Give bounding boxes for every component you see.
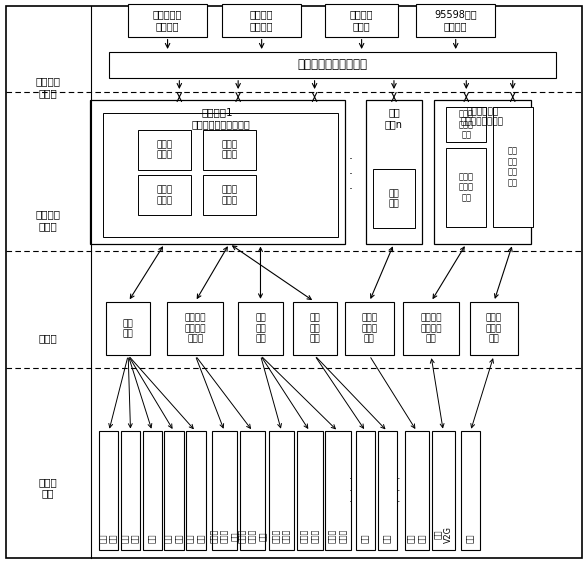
FancyBboxPatch shape: [269, 431, 294, 550]
FancyBboxPatch shape: [493, 107, 533, 227]
Text: 虚拟智能楼宇
（社区公共设施）: 虚拟智能楼宇 （社区公共设施）: [460, 107, 504, 126]
Text: 电动
汽车: 电动 汽车: [165, 534, 183, 543]
Text: 家居能
量管理: 家居能 量管理: [221, 140, 238, 160]
FancyBboxPatch shape: [446, 148, 486, 227]
FancyBboxPatch shape: [345, 302, 394, 355]
Text: 社区能量
管理层: 社区能量 管理层: [36, 77, 61, 98]
FancyBboxPatch shape: [109, 52, 556, 78]
Text: 电能质
量治理
装置: 电能质 量治理 装置: [238, 529, 268, 543]
Text: 空调监
控终端: 空调监 控终端: [272, 529, 291, 543]
Text: 电动汽
车能量
管理: 电动汽 车能量 管理: [459, 110, 474, 139]
Text: 风力
发电: 风力 发电: [121, 534, 140, 543]
Text: 社区照
明控制
系统: 社区照 明控制 系统: [486, 314, 502, 343]
Text: 社区综合能量管理系统: 社区综合能量管理系统: [297, 58, 368, 72]
Text: 燃气公司
抄表系统: 燃气公司 抄表系统: [250, 10, 273, 31]
FancyBboxPatch shape: [366, 100, 422, 244]
Text: ·
·
·: · · ·: [349, 474, 353, 507]
FancyBboxPatch shape: [121, 431, 140, 550]
Text: 配电自动
化系统: 配电自动 化系统: [350, 10, 373, 31]
Text: 电能质量
监测与治
理系统: 电能质量 监测与治 理系统: [185, 314, 206, 343]
Text: 智能
楼宇n: 智能 楼宇n: [385, 107, 403, 129]
Text: 楼宇
中控
系统: 楼宇 中控 系统: [255, 314, 266, 343]
Text: 智能
家居
系统: 智能 家居 系统: [309, 314, 320, 343]
Text: 监控层: 监控层: [39, 333, 58, 343]
Text: 楼宇能
量管理: 楼宇能 量管理: [156, 140, 173, 160]
Text: 社区
照明
能量
管理: 社区 照明 能量 管理: [507, 147, 518, 187]
Text: 智能楼宇综合能量管理: 智能楼宇综合能量管理: [191, 119, 250, 129]
FancyBboxPatch shape: [164, 431, 183, 550]
FancyBboxPatch shape: [325, 431, 350, 550]
Text: 95598客户
服务系统: 95598客户 服务系统: [435, 10, 477, 31]
FancyBboxPatch shape: [239, 302, 283, 355]
FancyBboxPatch shape: [138, 130, 191, 170]
FancyBboxPatch shape: [212, 431, 237, 550]
FancyBboxPatch shape: [103, 113, 338, 237]
Text: 自来水公司
抄表系统: 自来水公司 抄表系统: [153, 10, 182, 31]
Text: 社区
V2G: 社区 V2G: [434, 526, 453, 543]
Text: 微网
系统: 微网 系统: [123, 319, 133, 338]
Text: 照明: 照明: [466, 534, 475, 543]
FancyBboxPatch shape: [203, 130, 256, 170]
Text: ·
·
·: · · ·: [397, 474, 400, 507]
FancyBboxPatch shape: [461, 431, 480, 550]
Text: ·
·
·: · · ·: [349, 153, 353, 196]
Text: 社区
储能: 社区 储能: [407, 534, 426, 543]
FancyBboxPatch shape: [373, 169, 415, 228]
Text: 电能质
量管理: 电能质 量管理: [221, 186, 238, 205]
FancyBboxPatch shape: [446, 107, 486, 142]
Text: 照明监
控终端: 照明监 控终端: [300, 529, 319, 543]
FancyBboxPatch shape: [298, 431, 323, 550]
FancyBboxPatch shape: [89, 100, 345, 244]
FancyBboxPatch shape: [325, 4, 399, 37]
Text: 照明: 照明: [383, 534, 392, 543]
FancyBboxPatch shape: [99, 431, 118, 550]
FancyBboxPatch shape: [403, 302, 459, 355]
FancyBboxPatch shape: [186, 431, 206, 550]
FancyBboxPatch shape: [433, 100, 530, 244]
Text: 智能楼宇1: 智能楼宇1: [202, 107, 233, 117]
Text: 能量
管理: 能量 管理: [389, 189, 399, 209]
Text: 社区电动
汽车监控
系统: 社区电动 汽车监控 系统: [420, 314, 442, 343]
Text: 燃料
电池: 燃料 电池: [186, 534, 205, 543]
Text: 微网能
量管理: 微网能 量管理: [156, 186, 173, 205]
Text: 空调: 空调: [361, 534, 370, 543]
Text: 电梯监
控终端: 电梯监 控终端: [329, 529, 348, 543]
FancyBboxPatch shape: [222, 4, 301, 37]
FancyBboxPatch shape: [138, 175, 191, 215]
FancyBboxPatch shape: [240, 431, 265, 550]
Text: 社区储
能能量
管理: 社区储 能能量 管理: [459, 173, 474, 202]
FancyBboxPatch shape: [377, 431, 397, 550]
FancyBboxPatch shape: [416, 4, 495, 37]
FancyBboxPatch shape: [128, 4, 207, 37]
FancyBboxPatch shape: [203, 175, 256, 215]
FancyBboxPatch shape: [432, 431, 455, 550]
Text: 光伏
发电: 光伏 发电: [99, 534, 118, 543]
FancyBboxPatch shape: [469, 302, 519, 355]
FancyBboxPatch shape: [6, 6, 582, 558]
FancyBboxPatch shape: [106, 302, 151, 355]
Text: 楼宇能量
管理层: 楼宇能量 管理层: [36, 209, 61, 231]
FancyBboxPatch shape: [356, 431, 376, 550]
Text: 终端设
备层: 终端设 备层: [39, 477, 58, 499]
Text: 储能: 储能: [148, 534, 157, 543]
FancyBboxPatch shape: [405, 431, 429, 550]
Text: 社区储
能监控
系统: 社区储 能监控 系统: [361, 314, 377, 343]
FancyBboxPatch shape: [168, 302, 223, 355]
FancyBboxPatch shape: [293, 302, 336, 355]
Text: 电能质
量监测
装置: 电能质 量监测 装置: [210, 529, 239, 543]
FancyBboxPatch shape: [142, 431, 162, 550]
